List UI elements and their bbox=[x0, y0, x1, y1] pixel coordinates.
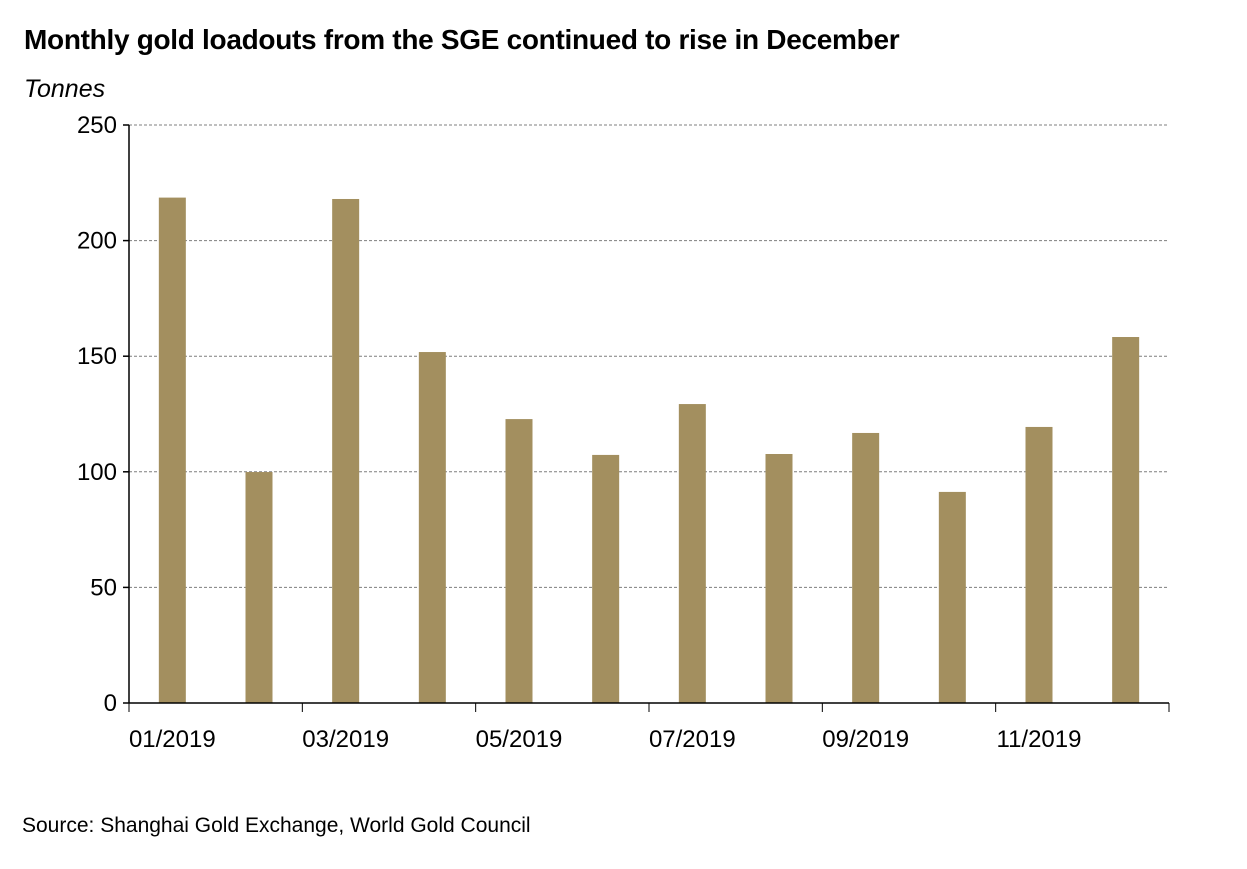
bars bbox=[158, 197, 1140, 703]
bar-11/2019 bbox=[1025, 426, 1053, 703]
y-tick-label: 100 bbox=[77, 459, 117, 486]
bar-03/2019 bbox=[332, 198, 360, 703]
bar-09/2019 bbox=[852, 432, 880, 703]
x-tick-label: 07/2019 bbox=[649, 726, 736, 753]
x-tick-label: 05/2019 bbox=[476, 726, 563, 753]
source-note: Source: Shanghai Gold Exchange, World Go… bbox=[22, 814, 531, 837]
bar-06/2019 bbox=[592, 454, 620, 703]
y-tick-label: 200 bbox=[77, 228, 117, 255]
y-tick-label: 50 bbox=[90, 574, 117, 601]
bar-12/2019 bbox=[1112, 337, 1140, 703]
bar-07/2019 bbox=[678, 404, 706, 703]
x-tick-label: 03/2019 bbox=[302, 726, 389, 753]
y-tick-label: 250 bbox=[77, 112, 117, 139]
gridlines bbox=[129, 124, 1169, 588]
x-tick-label: 09/2019 bbox=[822, 726, 909, 753]
y-tick-label: 0 bbox=[104, 690, 117, 717]
bar-05/2019 bbox=[505, 419, 533, 703]
x-tick-label: 01/2019 bbox=[129, 726, 216, 753]
y-tick-labels: 0 50 100 150 200 250 bbox=[77, 112, 117, 717]
x-tick-labels: 01/2019 03/2019 05/2019 07/2019 09/2019 11/20… bbox=[129, 726, 1082, 753]
bar-01/2019 bbox=[158, 197, 186, 703]
x-tick-label: 11/2019 bbox=[997, 726, 1082, 753]
bar-08/2019 bbox=[765, 453, 793, 703]
bar-02/2019 bbox=[245, 472, 273, 703]
bar-04/2019 bbox=[418, 352, 446, 703]
chart-title: Monthly gold loadouts from the SGE conti… bbox=[24, 24, 900, 55]
axes bbox=[123, 124, 1170, 712]
y-axis-unit-label: Tonnes bbox=[24, 75, 106, 103]
y-tick-label: 150 bbox=[77, 343, 117, 370]
bar-10/2019 bbox=[938, 491, 966, 703]
